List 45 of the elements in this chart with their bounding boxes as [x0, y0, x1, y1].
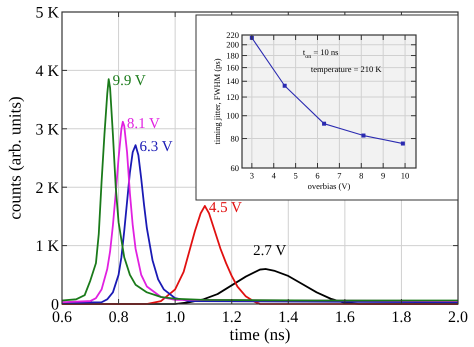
y-tick-label: 180	[226, 50, 239, 61]
x-tick-label: 3	[250, 170, 254, 180]
x-tick-label: 6	[315, 170, 320, 180]
series-label: 6.3 V	[140, 139, 173, 156]
x-axis-title: overbias (V)	[308, 181, 351, 191]
y-tick-label: 60	[230, 162, 239, 173]
x-tick-label: 2.0	[448, 309, 468, 326]
x-tick-label: 1.4	[278, 309, 298, 326]
y-tick-label: 140	[226, 76, 239, 86]
x-tick-label: 1.0	[165, 309, 186, 326]
y-tick-label: 160	[226, 62, 239, 73]
point	[282, 84, 287, 88]
x-tick-label: 8	[359, 170, 364, 180]
x-axis-title: time (ns)	[230, 325, 290, 344]
y-tick-label: 4 K	[35, 63, 60, 80]
x-tick-label: 5	[294, 170, 298, 180]
x-tick-label: 4	[272, 170, 277, 180]
y-tick-label: 1 K	[35, 238, 60, 256]
x-tick-label: 9	[381, 170, 386, 180]
y-tick-label: 5 K	[35, 4, 60, 22]
y-tick-label: 100	[226, 110, 239, 121]
y-axis-title: counts (arb. units)	[5, 96, 24, 220]
x-tick-label: 1.8	[391, 309, 412, 326]
y-axis-title: timing jitter, FWHM (ps)	[212, 58, 222, 145]
y-tick-label: 220	[226, 30, 239, 40]
point	[361, 134, 366, 138]
annotation: temperature = 210 K	[310, 64, 382, 74]
series-label: 8.1 V	[126, 116, 160, 132]
x-tick-label: 7	[337, 170, 342, 180]
y-tick-label: 80	[230, 134, 239, 144]
x-tick-label: 0.8	[108, 309, 129, 326]
point	[400, 142, 405, 146]
x-tick-label: 10	[400, 170, 410, 180]
x-tick-label: 0.6	[52, 309, 72, 326]
y-tick-label: 200	[226, 40, 239, 50]
series-label: 4.5 V	[208, 200, 242, 216]
series-label: 2.7 V	[253, 242, 286, 259]
point	[322, 122, 326, 126]
x-tick-label: 1.2	[222, 309, 242, 326]
x-tick-label: 1.6	[334, 309, 355, 326]
y-tick-label: 3 K	[35, 121, 60, 138]
series-label: 9.9 V	[112, 73, 146, 90]
y-tick-label: 2 K	[35, 180, 60, 197]
y-tick-label: 120	[226, 92, 239, 102]
annotation: t$_{on}$ = 10 ns	[302, 47, 338, 60]
